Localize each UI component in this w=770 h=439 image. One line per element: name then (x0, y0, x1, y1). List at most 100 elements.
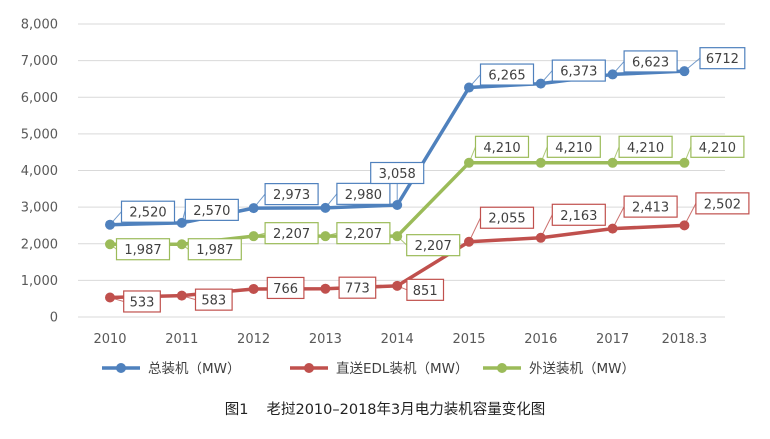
data-label-box (618, 135, 673, 158)
figure-title: 老挝2010–2018年3月电力装机容量变化图 (266, 402, 546, 418)
data-label-box (474, 135, 530, 158)
label-leader (397, 285, 408, 291)
label-leader (468, 146, 476, 163)
data-label-box (370, 161, 425, 185)
legend-marker (304, 363, 314, 373)
x-tick-label: 2014 (381, 332, 414, 347)
data-label-box (699, 47, 746, 70)
data-label-box (187, 238, 242, 261)
data-label-box (546, 135, 601, 158)
label-leader (181, 295, 196, 301)
label-leader (540, 70, 553, 84)
data-label-box (690, 135, 745, 158)
y-tick-label: 4,000 (21, 164, 58, 179)
data-label-box (336, 182, 391, 205)
y-tick-label: 8,000 (21, 18, 58, 33)
data-label: 4,210 (627, 141, 664, 156)
data-label: 6,265 (488, 69, 525, 84)
legend-label: 直送EDL装机（MW） (336, 361, 468, 377)
legend-label: 外送装机（MW） (529, 361, 635, 377)
data-label: 2,163 (560, 209, 597, 224)
data-label: 2,980 (345, 188, 382, 203)
label-leader (181, 243, 189, 250)
data-label-box (120, 200, 176, 223)
y-tick-label: 5,000 (21, 127, 58, 142)
data-label-box (338, 276, 377, 299)
label-leader (325, 193, 338, 209)
data-label-box (695, 192, 750, 215)
data-label-box (123, 290, 161, 313)
label-leader (468, 217, 481, 242)
x-tick-label: 2011 (165, 332, 198, 347)
data-label-box (266, 276, 305, 300)
data-label: 3,058 (379, 167, 416, 182)
figure-caption: 图1 老挝2010–2018年3月电力装机容量变化图 (0, 398, 770, 419)
x-tick-label: 2012 (237, 332, 270, 347)
data-label: 2,055 (488, 212, 525, 227)
data-label: 851 (413, 284, 438, 299)
y-tick-label: 3,000 (21, 201, 58, 216)
data-label-box (406, 234, 461, 257)
label-leader (325, 232, 338, 237)
legend-marker (116, 363, 126, 373)
data-label-box (479, 206, 535, 229)
data-label-box (336, 222, 391, 245)
label-leader (325, 287, 340, 290)
label-leader (684, 57, 701, 72)
data-label: 1,987 (124, 243, 161, 258)
data-label: 1,987 (196, 243, 233, 258)
data-label: 2,520 (129, 206, 166, 221)
x-tick-label: 2013 (309, 332, 342, 347)
data-label: 2,502 (704, 197, 741, 212)
data-label-box (623, 195, 678, 218)
data-label-box (264, 222, 319, 245)
label-leader (109, 296, 124, 302)
data-label: 2,207 (345, 227, 382, 242)
data-label-box (551, 59, 606, 82)
data-label: 583 (201, 294, 226, 309)
data-label-box (479, 63, 535, 86)
data-label: 4,210 (483, 141, 520, 156)
label-leader (540, 146, 548, 163)
data-label: 2,570 (193, 204, 230, 219)
data-label-box (264, 183, 319, 206)
data-label: 2,207 (415, 239, 452, 254)
x-tick-label: 2018.3 (662, 332, 708, 347)
data-label-box (115, 238, 171, 261)
label-leader (109, 211, 122, 226)
label-leader (612, 206, 625, 229)
label-leader (612, 146, 620, 163)
label-leader (253, 232, 266, 237)
label-leader (109, 243, 117, 250)
data-label: 6712 (706, 52, 739, 67)
data-label: 773 (345, 282, 370, 297)
label-leader (683, 146, 692, 163)
line-chart: 0 1,000 2,000 3,000 4,000 5,000 6,000 7,000 8,00… (21, 18, 750, 377)
label-leader (612, 61, 625, 75)
figure-number: 图1 (224, 402, 249, 418)
label-leader (468, 74, 481, 88)
x-tick-label: 2016 (524, 332, 557, 347)
label-leader (396, 235, 408, 246)
data-label: 6,623 (632, 55, 669, 70)
data-label: 4,210 (555, 141, 592, 156)
data-label: 2,207 (273, 227, 310, 242)
x-tick-label: 2015 (452, 332, 485, 347)
data-label-box (184, 198, 239, 221)
label-leader (253, 193, 266, 209)
legend-marker (497, 363, 507, 373)
data-label: 2,413 (632, 201, 669, 216)
data-label: 766 (273, 282, 298, 297)
label-leader (540, 214, 553, 239)
data-label: 533 (130, 295, 155, 310)
y-tick-label: 7,000 (21, 54, 58, 69)
data-label: 2,973 (273, 188, 310, 203)
y-tick-label: 2,000 (21, 237, 58, 252)
label-leader (683, 203, 697, 226)
y-tick-label: 1,000 (21, 274, 58, 289)
data-label-box (551, 203, 606, 226)
x-tick-label: 2017 (596, 332, 629, 347)
label-leader (253, 287, 268, 290)
y-tick-label: 0 (50, 311, 58, 326)
y-tick-label: 6,000 (21, 91, 58, 106)
